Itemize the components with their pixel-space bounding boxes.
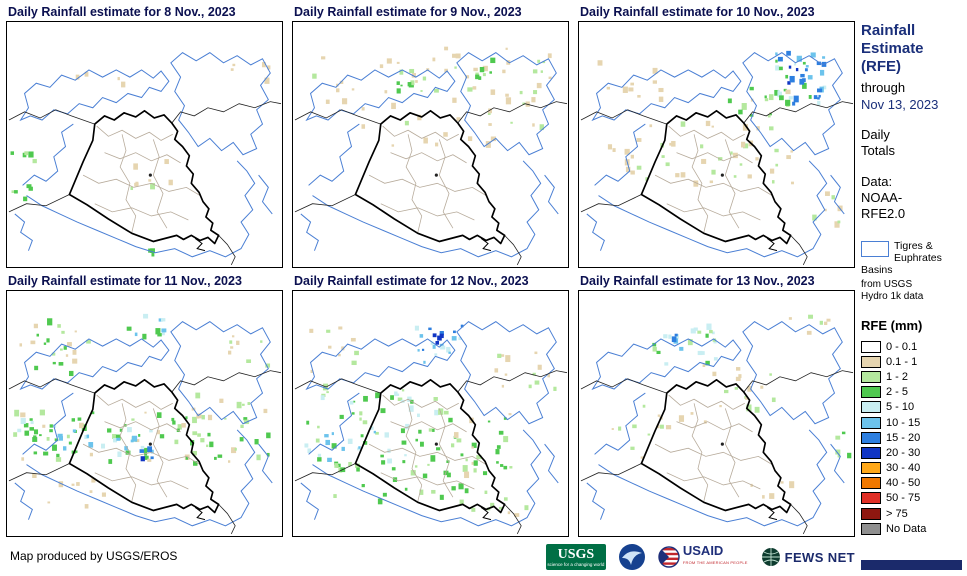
map-panel-title: Daily Rainfall estimate for 9 Nov., 2023 [294,5,522,19]
rainfall-map-canvas [293,22,568,267]
rainfall-map-canvas [293,291,568,536]
legend-item: 30 - 40 [861,461,963,476]
legend-item-label: 15 - 20 [886,431,921,444]
legend-item: 20 - 30 [861,445,963,460]
legend-swatch-icon [861,401,881,414]
rainfall-map-canvas [579,22,854,267]
legend-item-label: 0.1 - 1 [886,355,918,368]
legend-item: 1 - 2 [861,369,963,384]
usaid-logo: USAID FROM THE AMERICAN PEOPLE [658,543,748,569]
rfe-legend: 0 - 0.1 0.1 - 1 1 - 2 2 - 5 5 - 10 10 - … [861,339,963,536]
map-frame [6,21,283,268]
map-panel-title: Daily Rainfall estimate for 13 Nov., 202… [580,274,815,288]
legend-item-label: > 75 [886,507,908,520]
legend-title: RFE (mm) [861,318,923,333]
usaid-wordmark: USAID [682,543,724,558]
legend-item-label: 1 - 2 [886,370,909,383]
attribution-text: Map produced by USGS/EROS [10,549,178,563]
legend-swatch-icon [861,340,881,353]
legend-item-label: No Data [886,522,927,535]
basins-source: from USGS Hydro 1k data [861,279,924,302]
logos-row: USGS science for a changing world [545,543,855,571]
footer-accent-bar [861,560,962,570]
legend-item: 50 - 75 [861,491,963,506]
legend-swatch-icon [861,431,881,444]
legend-item-label: 40 - 50 [886,477,921,490]
sidebar-through-label: through [861,80,906,95]
basins-swatch-icon [861,241,889,257]
legend-item-label: 2 - 5 [886,386,909,399]
fewsnet-logo: FEWS NET [761,547,855,567]
legend-item-label: 20 - 30 [886,446,921,459]
map-panel: Daily Rainfall estimate for 10 Nov., 202… [578,2,855,268]
map-frame [292,21,569,268]
legend-swatch-icon [861,386,881,399]
map-frame [292,290,569,537]
legend-swatch-icon [861,370,881,383]
legend-item-label: 50 - 75 [886,492,921,505]
fewsnet-globe-icon [761,548,780,566]
usaid-tagline: FROM THE AMERICAN PEOPLE [682,560,748,565]
sidebar: Rainfall Estimate (RFE) through Nov 13, … [861,22,963,536]
footer: Map produced by USGS/EROS USGS science f… [0,540,967,576]
legend-item: 0.1 - 1 [861,354,963,369]
map-panel-title: Daily Rainfall estimate for 10 Nov., 202… [580,5,815,19]
map-panel-title: Daily Rainfall estimate for 11 Nov., 202… [8,274,242,288]
sidebar-daily-totals: Daily Totals [861,127,895,158]
rainfall-map-canvas [579,291,854,536]
legend-item-label: 5 - 10 [886,401,915,414]
map-panel: Daily Rainfall estimate for 9 Nov., 2023 [292,2,569,268]
legend-item-label: 10 - 15 [886,416,921,429]
legend-item: 5 - 10 [861,400,963,415]
legend-item: > 75 [861,506,963,521]
map-frame [6,290,283,537]
legend-item: 0 - 0.1 [861,339,963,354]
legend-item: 40 - 50 [861,476,963,491]
map-panel-title: Daily Rainfall estimate for 8 Nov., 2023 [8,5,236,19]
basins-legend: Tigres & Euphrates Basins from USGS Hydr… [861,240,963,302]
legend-swatch-icon [861,522,881,535]
usaid-seal-icon [658,546,680,568]
usgs-wordmark: USGS [557,546,595,562]
usgs-logo: USGS science for a changing world [545,544,606,570]
legend-swatch-icon [861,355,881,368]
map-frame [578,21,855,268]
usaid-text: USAID FROM THE AMERICAN PEOPLE [682,543,748,569]
legend-item-label: 30 - 40 [886,462,921,475]
sidebar-title: Rainfall Estimate (RFE) [861,22,924,75]
map-frame [578,290,855,537]
usgs-tagline: science for a changing world [547,561,605,567]
map-panel: Daily Rainfall estimate for 8 Nov., 2023 [6,2,283,268]
maps-grid: Daily Rainfall estimate for 8 Nov., 2023… [6,2,855,537]
map-panel-title: Daily Rainfall estimate for 12 Nov., 202… [294,274,529,288]
legend-item: 15 - 20 [861,430,963,445]
rainfall-map-canvas [7,22,282,267]
legend-item: No Data [861,521,963,536]
map-panel: Daily Rainfall estimate for 12 Nov., 202… [292,271,569,537]
legend-swatch-icon [861,507,881,520]
rainfall-map-canvas [7,291,282,536]
basins-label: Tigres & Euphrates Basins [861,240,942,276]
noaa-logo-icon [618,544,645,570]
sidebar-end-date: Nov 13, 2023 [861,97,939,112]
legend-item-label: 0 - 0.1 [886,340,918,353]
map-panel: Daily Rainfall estimate for 13 Nov., 202… [578,271,855,537]
fewsnet-wordmark: FEWS NET [784,549,855,565]
legend-item: 10 - 15 [861,415,963,430]
legend-swatch-icon [861,446,881,459]
sidebar-data-source: Data: NOAA- RFE2.0 [861,174,906,221]
legend-swatch-icon [861,416,881,429]
legend-item: 2 - 5 [861,385,963,400]
legend-swatch-icon [861,462,881,475]
map-panel: Daily Rainfall estimate for 11 Nov., 202… [6,271,283,537]
legend-swatch-icon [861,492,881,505]
legend-swatch-icon [861,477,881,490]
